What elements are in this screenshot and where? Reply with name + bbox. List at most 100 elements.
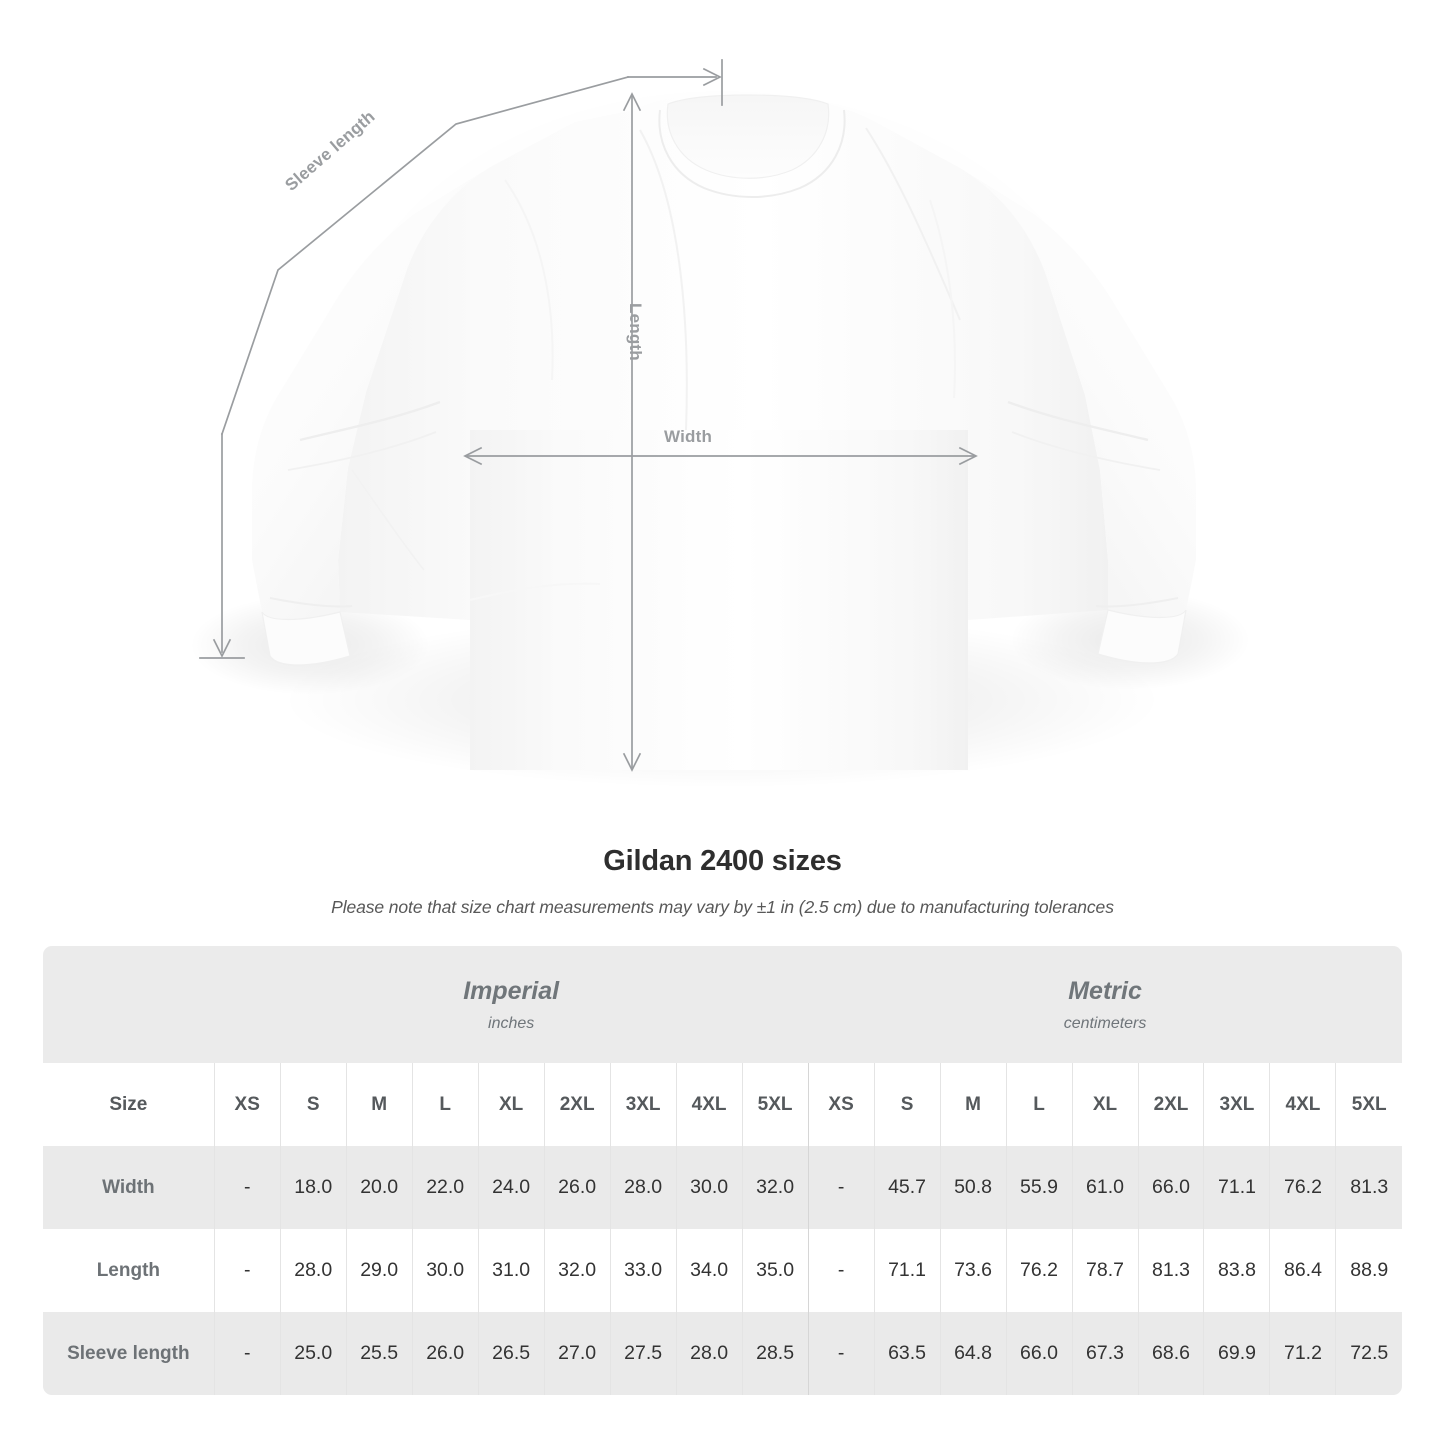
unit-sub-metric: centimeters	[1063, 1014, 1147, 1032]
cell-length-metric-xl: 78.7	[1071, 1229, 1138, 1312]
cell-sleeve-metric-5xl: 72.5	[1335, 1312, 1402, 1395]
cell-sleeve-metric-l: 66.0	[1005, 1312, 1073, 1395]
cell-sleeve-imperial-m: 25.5	[345, 1312, 413, 1395]
cell-width-metric-s: 45.7	[873, 1146, 941, 1229]
size-header-imperial-xs: XS	[213, 1063, 281, 1146]
cell-length-metric-s: 71.1	[873, 1229, 941, 1312]
garment-diagram: Sleeve length Length Width	[190, 59, 1250, 788]
cell-width-metric-5xl: 81.3	[1335, 1146, 1402, 1229]
cell-length-metric-m: 73.6	[939, 1229, 1007, 1312]
size-header-metric-s: S	[873, 1063, 941, 1146]
length-dimension	[622, 92, 642, 772]
size-header-imperial-s: S	[279, 1063, 347, 1146]
size-header-imperial-3xl: 3XL	[609, 1063, 677, 1146]
cell-length-metric-5xl: 88.9	[1335, 1229, 1402, 1312]
cell-sleeve-imperial-xs: -	[213, 1312, 281, 1395]
cell-width-metric-xl: 61.0	[1071, 1146, 1138, 1229]
cell-length-metric-3xl: 83.8	[1203, 1229, 1270, 1312]
size-header-metric-l: L	[1005, 1063, 1073, 1146]
row-label-sleeve-length: Sleeve length	[43, 1312, 215, 1395]
table-row-width: Width - 18.0 20.0 22.0 24.0 26.0 28.0 30…	[43, 1146, 1402, 1229]
cell-width-metric-2xl: 66.0	[1137, 1146, 1204, 1229]
unit-header-row: Imperial inches Metric centimeters	[43, 946, 1402, 1063]
size-header-imperial-4xl: 4XL	[675, 1063, 743, 1146]
dimension-lines	[199, 59, 978, 772]
cell-length-metric-2xl: 81.3	[1137, 1229, 1204, 1312]
cell-length-imperial-5xl: 35.0	[741, 1229, 809, 1312]
unit-name-metric: Metric	[1068, 976, 1142, 1005]
size-header-imperial-l: L	[411, 1063, 479, 1146]
cell-sleeve-imperial-3xl: 27.5	[609, 1312, 677, 1395]
cell-width-metric-xs: -	[807, 1146, 875, 1229]
size-header-metric-xl: XL	[1071, 1063, 1138, 1146]
cell-width-metric-3xl: 71.1	[1203, 1146, 1270, 1229]
cell-width-imperial-3xl: 28.0	[609, 1146, 677, 1229]
row-label-width: Width	[43, 1146, 215, 1229]
size-header-metric-5xl: 5XL	[1335, 1063, 1402, 1146]
table-row-length: Length - 28.0 29.0 30.0 31.0 32.0 33.0 3…	[43, 1229, 1402, 1312]
cell-length-imperial-s: 28.0	[279, 1229, 347, 1312]
cell-width-metric-4xl: 76.2	[1269, 1146, 1336, 1229]
size-header-imperial-xl: XL	[477, 1063, 545, 1146]
cell-length-imperial-3xl: 33.0	[609, 1229, 677, 1312]
width-label: Width	[664, 427, 713, 446]
width-dimension	[463, 446, 978, 466]
cell-sleeve-imperial-4xl: 28.0	[675, 1312, 743, 1395]
cell-width-imperial-xl: 24.0	[477, 1146, 545, 1229]
unit-header-imperial: Imperial inches	[214, 946, 809, 1063]
title-block: Gildan 2400 sizes Please note that size …	[0, 845, 1445, 918]
cell-sleeve-metric-xs: -	[807, 1312, 875, 1395]
length-label: Length	[626, 303, 645, 361]
cell-width-imperial-l: 22.0	[411, 1146, 479, 1229]
cell-length-imperial-2xl: 32.0	[543, 1229, 611, 1312]
cell-sleeve-imperial-2xl: 27.0	[543, 1312, 611, 1395]
row-label-length: Length	[43, 1229, 215, 1312]
unit-sub-imperial: inches	[488, 1014, 535, 1032]
size-header-imperial-5xl: 5XL	[741, 1063, 809, 1146]
cell-length-imperial-l: 30.0	[411, 1229, 479, 1312]
size-chart-table-wrapper: Imperial inches Metric centimeters Size …	[43, 946, 1402, 1395]
garment-body	[252, 94, 1196, 770]
cell-length-imperial-4xl: 34.0	[675, 1229, 743, 1312]
cell-width-imperial-4xl: 30.0	[675, 1146, 743, 1229]
cell-length-metric-l: 76.2	[1005, 1229, 1073, 1312]
cell-width-metric-l: 55.9	[1005, 1146, 1073, 1229]
cell-sleeve-imperial-l: 26.0	[411, 1312, 479, 1395]
cell-sleeve-metric-3xl: 69.9	[1203, 1312, 1270, 1395]
cell-width-imperial-2xl: 26.0	[543, 1146, 611, 1229]
table-row-sleeve-length: Sleeve length - 25.0 25.5 26.0 26.5 27.0…	[43, 1312, 1402, 1395]
cell-sleeve-metric-xl: 67.3	[1071, 1312, 1138, 1395]
size-header-row: Size XS S M L XL 2XL 3XL 4XL 5XL XS S M …	[43, 1063, 1402, 1146]
size-header-metric-2xl: 2XL	[1137, 1063, 1204, 1146]
cell-sleeve-metric-m: 64.8	[939, 1312, 1007, 1395]
cell-sleeve-imperial-5xl: 28.5	[741, 1312, 809, 1395]
size-header-metric-m: M	[939, 1063, 1007, 1146]
size-header-label: Size	[43, 1063, 215, 1146]
size-header-metric-3xl: 3XL	[1203, 1063, 1270, 1146]
cell-sleeve-metric-2xl: 68.6	[1137, 1312, 1204, 1395]
unit-header-metric: Metric centimeters	[808, 946, 1402, 1063]
sleeve-length-dimension	[199, 59, 723, 659]
cell-width-imperial-s: 18.0	[279, 1146, 347, 1229]
size-header-imperial-2xl: 2XL	[543, 1063, 611, 1146]
cell-sleeve-metric-4xl: 71.2	[1269, 1312, 1336, 1395]
cell-sleeve-imperial-xl: 26.5	[477, 1312, 545, 1395]
cell-sleeve-metric-s: 63.5	[873, 1312, 941, 1395]
cell-length-imperial-xs: -	[213, 1229, 281, 1312]
cell-sleeve-imperial-s: 25.0	[279, 1312, 347, 1395]
cell-length-imperial-xl: 31.0	[477, 1229, 545, 1312]
size-header-imperial-m: M	[345, 1063, 413, 1146]
cell-width-imperial-5xl: 32.0	[741, 1146, 809, 1229]
cell-length-metric-4xl: 86.4	[1269, 1229, 1336, 1312]
cell-length-metric-xs: -	[807, 1229, 875, 1312]
size-chart-table: Imperial inches Metric centimeters Size …	[43, 946, 1402, 1395]
cell-width-imperial-xs: -	[213, 1146, 281, 1229]
tolerance-note: Please note that size chart measurements…	[331, 897, 1114, 917]
unit-name-imperial: Imperial	[463, 976, 560, 1005]
size-header-metric-4xl: 4XL	[1269, 1063, 1336, 1146]
unit-header-spacer	[43, 946, 215, 1063]
size-header-metric-xs: XS	[807, 1063, 875, 1146]
cell-width-imperial-m: 20.0	[345, 1146, 413, 1229]
cell-width-metric-m: 50.8	[939, 1146, 1007, 1229]
cell-length-imperial-m: 29.0	[345, 1229, 413, 1312]
